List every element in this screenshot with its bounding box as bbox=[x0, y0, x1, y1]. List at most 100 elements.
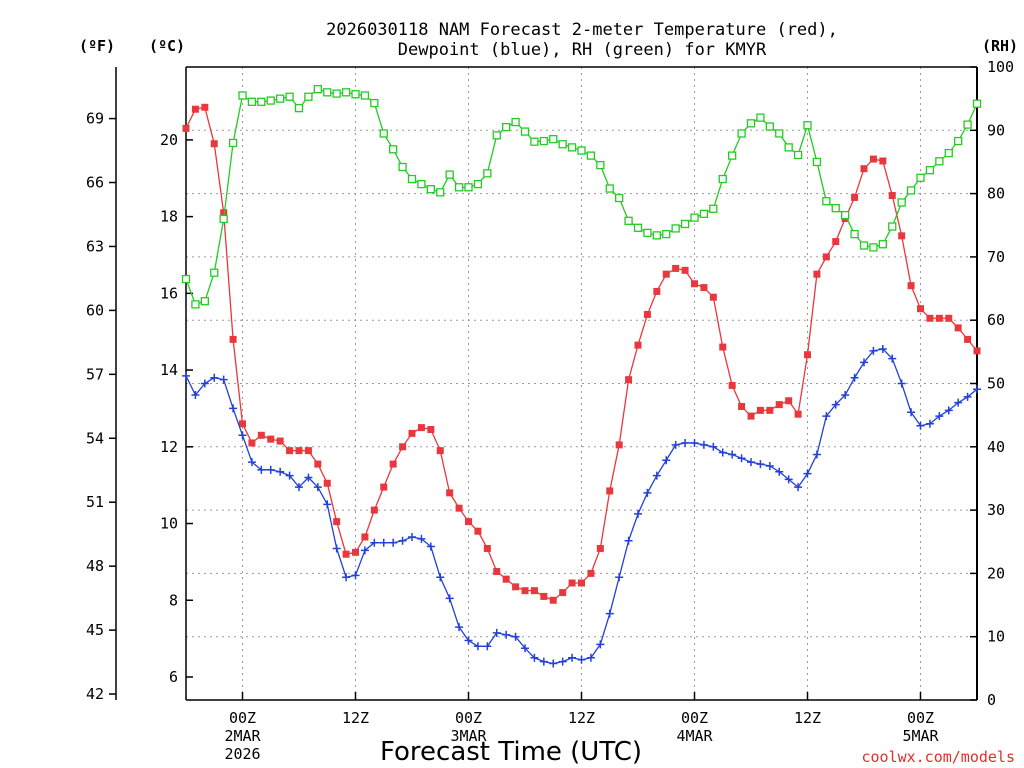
fahrenheit-tick-label-3: 51 bbox=[86, 493, 104, 511]
temperature-point-53 bbox=[681, 266, 689, 274]
dewpoint-point-58 bbox=[728, 450, 737, 459]
rh-point-68 bbox=[822, 197, 831, 206]
axes bbox=[115, 66, 978, 701]
celsius-tick-label-7: 20 bbox=[160, 131, 178, 149]
temperature-point-64 bbox=[785, 397, 793, 405]
rh-point-81 bbox=[944, 148, 953, 158]
temperature-point-46 bbox=[615, 441, 623, 449]
rh-point-3 bbox=[210, 268, 219, 277]
dewpoint-point-78 bbox=[916, 421, 925, 430]
dewpoint-point-69 bbox=[831, 400, 840, 409]
dewpoint-point-81 bbox=[944, 406, 953, 415]
temperature-point-54 bbox=[691, 280, 698, 288]
dewpoint-point-83 bbox=[963, 392, 972, 401]
temperature-point-76 bbox=[898, 232, 906, 240]
temperature-point-80 bbox=[935, 314, 943, 322]
rh-point-61 bbox=[756, 113, 765, 122]
chart-title-line1: 2026030118 NAM Forecast 2-meter Temperat… bbox=[326, 20, 838, 40]
time-tick-label-6: 00Z bbox=[907, 709, 934, 727]
rh-tick-label-0: 0 bbox=[987, 691, 996, 709]
rh-point-72 bbox=[859, 241, 869, 250]
dewpoint-point-70 bbox=[841, 391, 850, 400]
dewpoint-point-29 bbox=[455, 623, 464, 632]
rh-point-14 bbox=[313, 85, 322, 94]
rh-point-17 bbox=[341, 88, 351, 97]
rh-point-18 bbox=[351, 90, 360, 99]
dewpoint-point-14 bbox=[313, 483, 322, 492]
temperature-point-79 bbox=[926, 314, 934, 322]
dewpoint-point-63 bbox=[775, 467, 784, 476]
dewpoint-point-11 bbox=[285, 471, 294, 480]
temperature-point-27 bbox=[436, 447, 444, 455]
rh-point-78 bbox=[916, 173, 925, 182]
temperature-point-6 bbox=[239, 420, 246, 428]
temperature-point-8 bbox=[257, 431, 265, 439]
celsius-tick-label-4: 14 bbox=[160, 361, 178, 379]
dewpoint-point-32 bbox=[483, 642, 492, 651]
temperature-point-18 bbox=[352, 548, 359, 556]
dewpoint-point-39 bbox=[549, 659, 558, 668]
dewpoint-point-53 bbox=[681, 438, 690, 447]
temperature-point-36 bbox=[521, 587, 529, 595]
temperature-point-23 bbox=[399, 443, 407, 451]
temperature-point-38 bbox=[540, 592, 548, 600]
time-tick-label-3: 12Z bbox=[568, 709, 595, 727]
temperature-point-81 bbox=[945, 314, 953, 322]
dewpoint-point-5 bbox=[229, 404, 238, 413]
temperature-point-47 bbox=[625, 376, 633, 384]
rh-point-7 bbox=[247, 97, 257, 106]
dewpoint-series bbox=[182, 344, 981, 668]
rh-point-66 bbox=[803, 121, 812, 130]
temperature-point-51 bbox=[662, 270, 670, 278]
celsius-unit-label: (ºC) bbox=[149, 37, 185, 55]
dewpoint-point-82 bbox=[954, 398, 963, 407]
dewpoint-point-24 bbox=[408, 532, 416, 541]
temperature-point-20 bbox=[370, 506, 378, 514]
dewpoint-point-33 bbox=[492, 628, 501, 637]
celsius-tick-label-2: 10 bbox=[160, 515, 178, 533]
time-tick-label-2: 00Z bbox=[455, 709, 482, 727]
dewpoint-point-64 bbox=[784, 475, 793, 484]
temperature-point-57 bbox=[719, 343, 727, 351]
temperature-point-69 bbox=[832, 238, 840, 246]
rh-point-46 bbox=[615, 193, 624, 203]
rh-point-62 bbox=[765, 122, 774, 131]
dewpoint-point-27 bbox=[436, 573, 445, 582]
dewpoint-point-41 bbox=[568, 653, 577, 662]
rh-tick-label-6: 60 bbox=[987, 311, 1005, 329]
fahrenheit-tick-label-5: 57 bbox=[86, 365, 104, 383]
fahrenheit-tick-label-7: 63 bbox=[86, 237, 104, 255]
dewpoint-point-68 bbox=[822, 412, 831, 421]
celsius-tick-label-1: 8 bbox=[169, 591, 178, 609]
rh-point-80 bbox=[935, 157, 944, 166]
dewpoint-point-55 bbox=[699, 440, 708, 449]
date-label-6: 5MAR bbox=[902, 727, 939, 745]
temperature-point-67 bbox=[813, 270, 821, 278]
rh-series bbox=[181, 85, 982, 309]
rh-point-36 bbox=[520, 127, 530, 136]
temperature-point-10 bbox=[276, 437, 284, 445]
dewpoint-point-61 bbox=[756, 460, 765, 469]
rh-point-70 bbox=[841, 210, 850, 220]
rh-point-4 bbox=[219, 214, 228, 224]
temperature-point-7 bbox=[248, 439, 256, 447]
temperature-point-74 bbox=[879, 157, 887, 165]
rh-tick-label-2: 20 bbox=[987, 564, 1005, 582]
rh-tick-label-1: 10 bbox=[987, 628, 1005, 646]
fahrenheit-tick-label-0: 42 bbox=[86, 685, 104, 703]
dewpoint-point-8 bbox=[257, 465, 266, 474]
temperature-point-73 bbox=[869, 155, 877, 163]
temperature-point-15 bbox=[323, 479, 331, 487]
rh-point-47 bbox=[624, 216, 633, 225]
rh-point-82 bbox=[954, 136, 963, 146]
rh-tick-label-3: 30 bbox=[987, 501, 1005, 519]
date-label-0: 2MAR bbox=[224, 727, 261, 745]
rh-point-63 bbox=[775, 129, 784, 138]
fahrenheit-tick-label-2: 48 bbox=[86, 557, 104, 575]
rh-point-83 bbox=[963, 120, 972, 129]
dewpoint-point-79 bbox=[925, 419, 934, 428]
date-label-2: 3MAR bbox=[450, 727, 487, 745]
dewpoint-point-43 bbox=[586, 653, 595, 662]
rh-point-11 bbox=[285, 92, 294, 101]
dewpoint-point-16 bbox=[332, 544, 341, 553]
